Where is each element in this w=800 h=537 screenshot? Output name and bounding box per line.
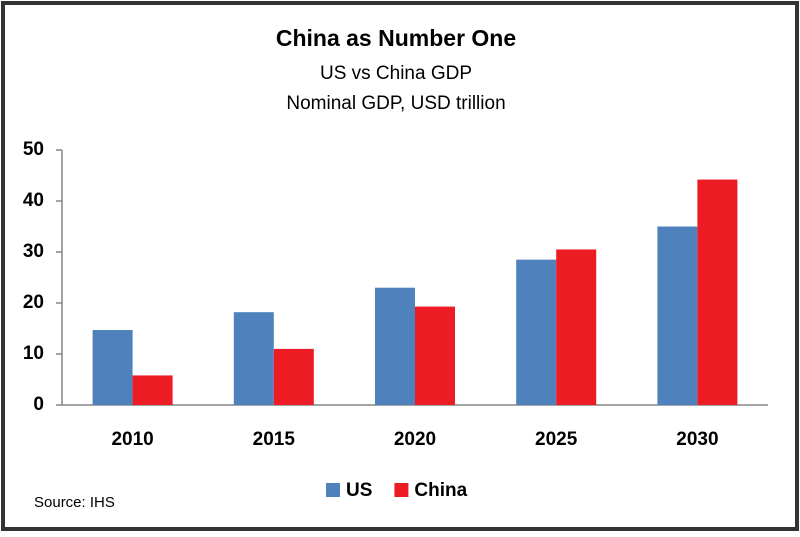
x-tick-label: 2020 [394, 429, 436, 450]
bar [516, 259, 557, 405]
y-tick-label: 50 [23, 139, 44, 160]
y-tick-label: 40 [23, 190, 44, 211]
x-tick-label: 2010 [111, 429, 153, 450]
legend-swatch [326, 483, 340, 497]
bar [415, 306, 455, 405]
x-tick-label: 2015 [253, 429, 296, 450]
legend-label: China [414, 480, 467, 501]
bar [273, 348, 314, 405]
y-tick-label: 10 [23, 343, 44, 364]
y-tick-label: 20 [23, 292, 44, 313]
x-tick-label: 2030 [676, 429, 718, 450]
bar [697, 179, 738, 405]
legend-swatch [394, 483, 409, 497]
bar [556, 249, 597, 405]
bar [132, 375, 173, 405]
y-tick-label: 30 [23, 241, 44, 262]
bar [657, 226, 698, 405]
source-note: Source: IHS [34, 494, 115, 511]
bar [92, 330, 133, 405]
chart-subtitle: US vs China GDP [320, 63, 472, 84]
x-tick-label: 2025 [535, 429, 578, 450]
chart-subtitle: Nominal GDP, USD trillion [286, 93, 505, 114]
bar [233, 312, 274, 405]
chart-title: China as Number One [276, 25, 516, 51]
legend-label: US [346, 480, 372, 501]
y-tick-label: 0 [33, 394, 44, 415]
bar [375, 287, 415, 405]
